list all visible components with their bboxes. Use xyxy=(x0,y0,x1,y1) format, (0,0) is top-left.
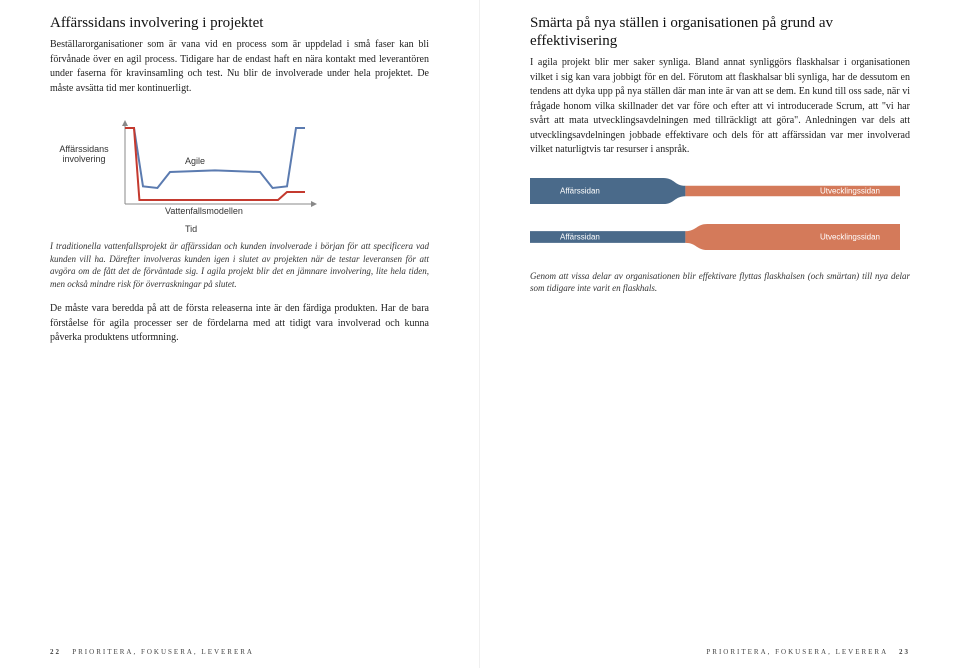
right-footer-text: PRIORITERA, FOKUSERA, LEVERERA xyxy=(706,648,887,656)
chart-agile-label: Agile xyxy=(185,156,205,166)
right-page-number: 23 xyxy=(899,648,910,656)
flow-diagram-2: Affärssidan Utvecklingssidan xyxy=(530,224,900,250)
left-page: Affärssidans involvering i projektet Bes… xyxy=(0,0,480,668)
left-page-number: 22 xyxy=(50,648,61,656)
left-para-2: De måste vara beredda på att de första r… xyxy=(50,302,429,346)
involvement-chart: Affärssidans involvering Agile Vattenfal… xyxy=(70,114,320,234)
flow1-left-label: Affärssidan xyxy=(560,186,600,195)
right-para-1: I agila projekt blir mer saker synliga. … xyxy=(530,56,910,158)
left-heading: Affärssidans involvering i projektet xyxy=(50,14,429,32)
flow2-left-label: Affärssidan xyxy=(560,232,600,241)
left-footer: 22 PRIORITERA, FOKUSERA, LEVERERA xyxy=(50,648,254,656)
flow2-right-label: Utvecklingssidan xyxy=(820,232,880,241)
flow1-right-label: Utvecklingssidan xyxy=(820,186,880,195)
chart-x-label: Tid xyxy=(185,224,197,234)
chart-waterfall-label: Vattenfallsmodellen xyxy=(165,206,243,216)
right-footer: PRIORITERA, FOKUSERA, LEVERERA 23 xyxy=(706,648,910,656)
right-page: Smärta på nya ställen i organisationen p… xyxy=(480,0,960,668)
flow-diagram-1: Affärssidan Utvecklingssidan xyxy=(530,178,900,204)
left-footer-text: PRIORITERA, FOKUSERA, LEVERERA xyxy=(72,648,254,656)
chart-svg xyxy=(70,114,320,234)
chart-y-label: Affärssidans involvering xyxy=(54,144,114,164)
right-heading: Smärta på nya ställen i organisationen p… xyxy=(530,14,910,50)
left-para-1: Beställarorganisationer som är vana vid … xyxy=(50,38,429,96)
left-caption: I traditionella vattenfallsprojekt är af… xyxy=(50,240,429,290)
right-caption: Genom att vissa delar av organisationen … xyxy=(530,270,910,295)
